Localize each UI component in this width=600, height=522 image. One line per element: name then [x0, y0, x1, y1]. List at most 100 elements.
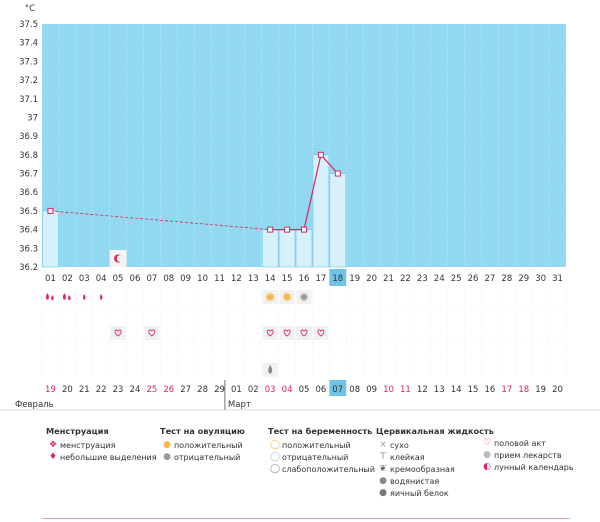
- cycle-day-label: 11: [214, 274, 225, 284]
- y-tick-label: 36.9: [19, 132, 38, 142]
- legend-item: ◯ слабоположительный: [268, 463, 375, 475]
- cycle-day-label: 15: [282, 274, 293, 284]
- y-tick-label: 37.5: [19, 20, 38, 30]
- cycle-day-label: 31: [552, 274, 563, 284]
- legend-label: отрицательный: [174, 452, 241, 462]
- temperature-point: [284, 226, 291, 233]
- y-tick-label: 36.7: [19, 170, 38, 180]
- temperature-bar: [278, 229, 296, 268]
- cycle-day-label: 12: [231, 274, 242, 284]
- pregnancy-weak-icon: ◯: [269, 464, 281, 474]
- calendar-day-label: 23: [113, 385, 124, 395]
- heart-icon: [317, 329, 325, 337]
- legend-label: клейкая: [390, 452, 425, 462]
- plot-background: [42, 24, 566, 267]
- calendar-day-label: 19: [45, 385, 56, 395]
- legend-item: ◐ лунный календарь: [480, 461, 574, 473]
- legend-item: ● прием лекарств: [480, 449, 574, 461]
- calendar-axis: 19 20 21 22 23 24 25 26 27 28 29 01 02 03 04 05 06 07 08 09…: [0, 380, 600, 411]
- calendar-day-label: 29: [214, 385, 225, 395]
- temperature-point: [301, 226, 307, 233]
- cycle-day-label: 13: [248, 274, 259, 284]
- legend-label: положительный: [282, 440, 351, 450]
- calendar-day-label: 15: [468, 385, 479, 395]
- month-label: Март: [228, 400, 251, 410]
- plot-area: [41, 24, 567, 268]
- y-tick-label: 36.6: [19, 188, 38, 198]
- y-axis: °C 37.5 37.4 37.3 37.2 37.1 37 36.9 36.8 36.7 36.6…: [19, 4, 38, 273]
- cycle-day-label: 07: [146, 274, 157, 284]
- legend-item: ♡ половой акт: [480, 437, 574, 449]
- drop-double-icon: ❖: [48, 440, 58, 450]
- legend-label: кремообразная: [390, 464, 455, 474]
- cycle-day-label: 10: [197, 274, 208, 284]
- calendar-day-label: 07: [332, 385, 343, 395]
- creamy-icon: ❦: [379, 464, 387, 474]
- legend-heading: Тест на овуляцию: [160, 426, 245, 436]
- drop-double-icon: [45, 293, 54, 301]
- egg-white-icon: ●: [379, 488, 387, 498]
- temperature-line-segment: [50, 210, 271, 231]
- bbt-chart: °C 37.5 37.4 37.3 37.2 37.1 37 36.9 36.8 36.7 36.6…: [0, 4, 600, 411]
- pill-icon: ●: [483, 450, 491, 460]
- cycle-day-label: 20: [366, 274, 377, 284]
- legend-item: × сухо: [376, 439, 494, 451]
- legend-label: сухо: [390, 440, 409, 450]
- legend-label: лунный календарь: [494, 462, 574, 472]
- calendar-day-label: 14: [451, 385, 462, 395]
- y-tick-label: 36.3: [19, 244, 38, 254]
- drop-shape: [68, 295, 71, 301]
- cycle-day-label: 17: [315, 274, 326, 284]
- legend-item: ◯ положительный: [268, 439, 375, 451]
- sun-positive-icon: [282, 292, 292, 302]
- y-unit-label: °C: [25, 4, 35, 14]
- legend-label: слабоположительный: [282, 464, 375, 474]
- drop-single-icon: [99, 294, 103, 300]
- y-tick-label: 37.3: [19, 57, 38, 67]
- legend-item: ◯ отрицательный: [268, 451, 375, 463]
- legend-item: ● яичный белок: [376, 487, 494, 499]
- sun-negative-icon: ●: [163, 452, 171, 462]
- sun-positive-icon: [265, 292, 275, 302]
- legend-column: Тест на овуляцию ● положительный ● отрицател…: [160, 426, 245, 463]
- current-day-highlight: [329, 269, 347, 286]
- y-tick-label: 36.4: [19, 226, 38, 236]
- cross-icon: ×: [379, 440, 387, 450]
- y-tick-label: 37.4: [19, 39, 38, 49]
- heart-icon: [266, 329, 274, 337]
- pregnancy-negative-icon: ◯: [269, 452, 281, 462]
- legend-heading: Цервикальная жидкость: [376, 426, 494, 436]
- legend-item: ● отрицательный: [160, 451, 245, 463]
- temperature-line-segment: [303, 154, 322, 230]
- temperature-line-segment: [320, 154, 339, 174]
- egg-white-icon: [268, 365, 273, 374]
- intercourse-cell: [296, 326, 312, 340]
- cycle-day-label: 26: [468, 274, 479, 284]
- cycle-day-label: 19: [349, 274, 360, 284]
- drop-shape: [51, 295, 54, 301]
- cycle-day-label: 02: [62, 274, 73, 284]
- marker-grid: [41, 288, 567, 378]
- cycle-day-label: 14: [265, 274, 276, 284]
- legend-column: ♡ половой акт ● прием лекарств ◐ лунный кален…: [480, 437, 574, 473]
- drop-shape: [62, 293, 66, 300]
- calendar-day-label: 28: [197, 385, 208, 395]
- calendar-day-label: 12: [417, 385, 428, 395]
- calendar-day-label: 25: [146, 385, 157, 395]
- moon-icon: ◐: [483, 462, 491, 472]
- intercourse-cell: [262, 326, 278, 340]
- calendar-day-label: 02: [248, 385, 259, 395]
- calendar-day-label: 18: [518, 385, 529, 395]
- calendar-day-label: 22: [96, 385, 107, 395]
- heart-icon: [148, 329, 156, 337]
- calendar-day-label: 05: [299, 385, 310, 395]
- cycle-day-label: 03: [79, 274, 90, 284]
- calendar-day-label: 10: [383, 385, 394, 395]
- moon-shadow: [116, 255, 124, 262]
- heart-icon: [300, 329, 308, 337]
- drop-single-icon: [83, 294, 86, 300]
- drop-shape: [45, 293, 49, 300]
- temperature-point: [47, 207, 54, 214]
- drop-single-icon: ♦: [48, 452, 58, 462]
- cycle-day-label: 18: [332, 274, 343, 284]
